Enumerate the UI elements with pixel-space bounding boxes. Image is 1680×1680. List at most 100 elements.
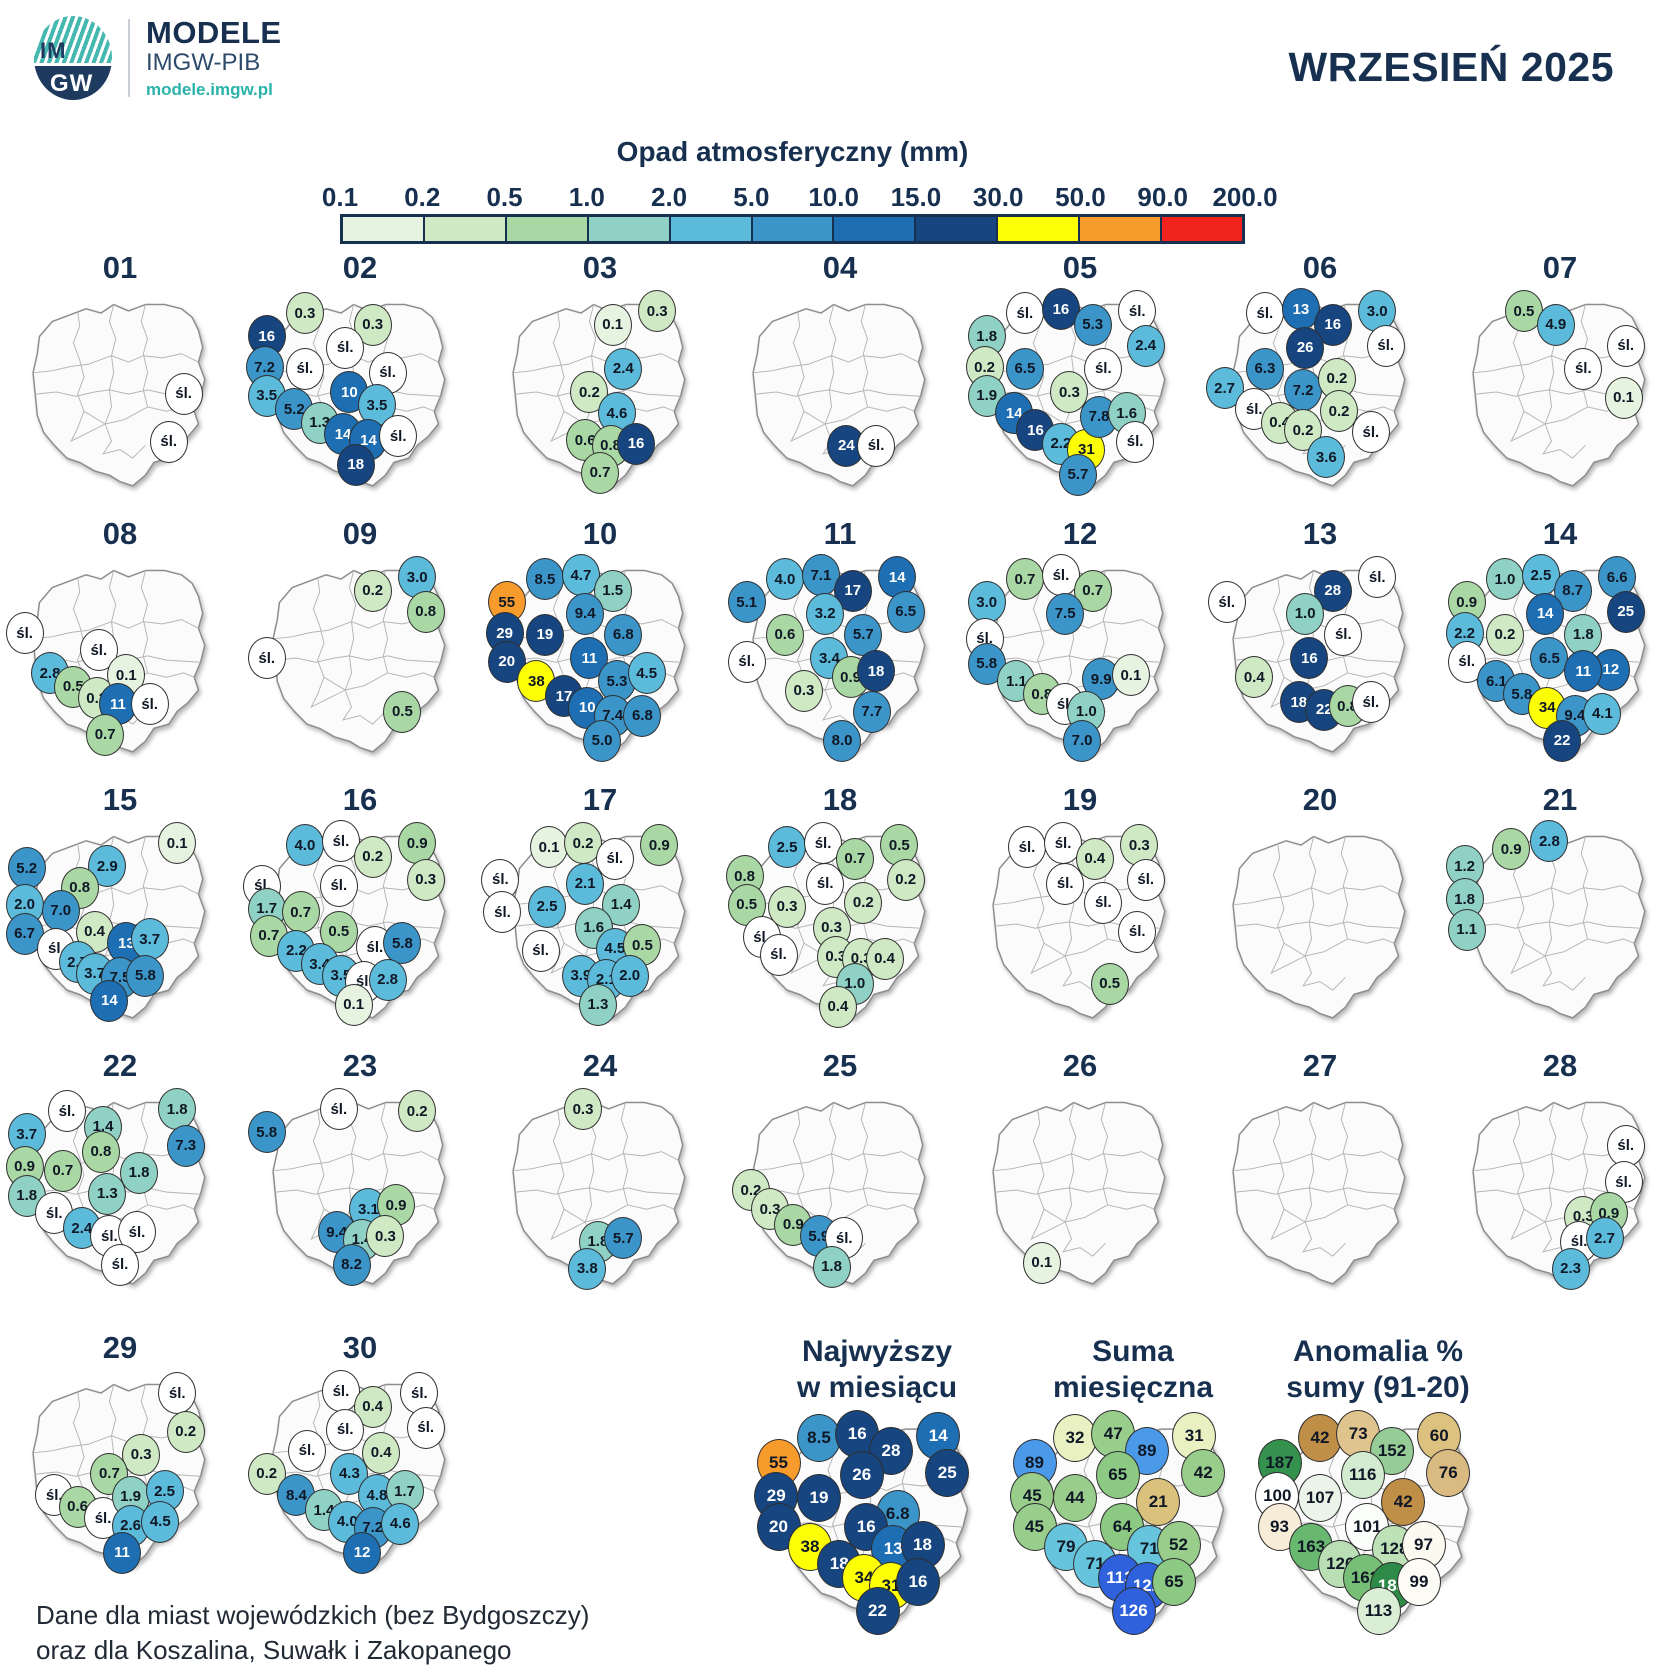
value-bubble: 0.8 [81, 1130, 120, 1173]
value-bubble: 28 [1313, 569, 1352, 612]
value-bubble: śl. [48, 1090, 86, 1133]
value-bubble: 4.6 [381, 1502, 420, 1545]
map-day-label: 27 [1302, 1048, 1338, 1083]
value-bubble: śl. [1008, 826, 1046, 869]
value-bubble: śl. [101, 1243, 139, 1286]
value-bubble: 1.6 [574, 906, 613, 949]
value-bubble: 7.3 [166, 1124, 205, 1167]
scale-segment [752, 217, 835, 241]
value-bubble: śl. [288, 1429, 326, 1472]
value-bubble: śl. [1351, 681, 1390, 724]
value-bubble: 0.7 [835, 837, 874, 880]
value-bubble: 2.5 [768, 826, 806, 869]
value-bubble: śl. [37, 927, 76, 970]
value-bubble: 6.8 [623, 694, 662, 737]
value-bubble: 8.0 [823, 719, 862, 762]
value-bubble: 0.4 [865, 937, 904, 980]
map-day-label: 14 [1542, 516, 1578, 551]
value-bubble: 0.1 [593, 303, 632, 346]
color-scale-bar [340, 214, 1245, 244]
map-day-label: 18 [822, 782, 858, 817]
value-bubble: 5.7 [604, 1217, 643, 1259]
value-bubble: śl. [595, 837, 634, 880]
value-bubble: śl. [1084, 347, 1123, 390]
value-bubble: 16 [844, 1502, 889, 1551]
color-scale-ticks: 0.1 0.2 0.5 1.0 2.0 5.0 10.0 15.0 30.0 50.0 90.0 20… [322, 182, 1278, 214]
scale-tick-label: 30.0 [972, 182, 1024, 212]
scale-segment [916, 217, 999, 241]
poland-map: 0.3 16 0.3 śl. śl. śl. 7.2 10 3.5 5.2 1.3 3.5 14 14 śl… [245, 292, 466, 488]
value-bubble: 3.2 [806, 592, 845, 635]
value-bubble: 0.2 [886, 858, 925, 901]
value-bubble: 25 [925, 1449, 970, 1498]
value-bubble: 0.1 [1022, 1241, 1061, 1284]
value-bubble: śl. [727, 640, 766, 683]
value-bubble: 32 [1053, 1414, 1097, 1463]
value-bubble: 16 [1041, 288, 1080, 331]
map-day-label: 10 [582, 516, 618, 551]
value-bubble: 0.2 [1317, 357, 1356, 400]
value-bubble: 2.5 [145, 1470, 184, 1513]
summary-map-title: Anomalia % sumy (91-20) [1286, 1335, 1470, 1404]
poland-map: 0.9 1.0 2.5 8.7 6.6 25 14 2.2 0.2 1.8 śl. 6.5 12 6.1 5… [1445, 554, 1666, 762]
value-bubble: 0.2 [1284, 409, 1323, 452]
value-bubble: 19 [525, 613, 564, 656]
value-bubble: 0.1 [158, 822, 197, 865]
map-day-label: 29 [102, 1330, 138, 1365]
map-day-label: 16 [342, 782, 378, 817]
poland-map: śl. śl. 0.3 0.9 śl. 2.7 2.3 [1454, 1094, 1666, 1290]
value-bubble: śl. [319, 864, 358, 907]
value-bubble: śl. [1005, 292, 1044, 335]
value-bubble: 152 [1370, 1426, 1414, 1475]
scale-tick-label: 90.0 [1137, 182, 1189, 212]
scale-segment [343, 217, 425, 241]
value-bubble: 8.5 [525, 558, 564, 601]
value-bubble: 16 [1313, 303, 1352, 346]
value-bubble: 0.3 [285, 292, 324, 335]
value-bubble: 42 [1381, 1478, 1426, 1526]
value-bubble: śl. [5, 612, 44, 655]
value-bubble: 16 [896, 1557, 940, 1606]
poland-map: śl. śl. [14, 296, 226, 488]
value-bubble: śl. [326, 1408, 365, 1451]
value-bubble: śl. [1564, 347, 1603, 390]
map-day-label: 23 [342, 1048, 378, 1083]
logo-divider [128, 19, 130, 97]
scale-segment [1080, 217, 1163, 241]
value-bubble: 18 [336, 443, 375, 486]
value-bubble: 0.3 [638, 290, 677, 333]
scale-tick-label: 15.0 [890, 182, 942, 212]
scale-segment [834, 217, 917, 241]
poland-map: 5.8 śl. 0.2 3.1 0.9 9.4 1.4 0.3 8.2 [247, 1088, 466, 1286]
scale-segment [506, 217, 589, 241]
value-bubble: 26 [1286, 326, 1325, 369]
value-bubble: 1.1 [1447, 908, 1486, 951]
scale-segment [998, 217, 1081, 241]
summary-map-title: Suma miesięczna [1052, 1335, 1214, 1404]
poland-map: 24 śl. [734, 296, 946, 488]
value-bubble: 25 [1606, 590, 1645, 633]
value-bubble: 22 [855, 1586, 900, 1635]
value-bubble: 0.2 [564, 822, 603, 865]
poland-map: śl. śl. 2.8 0.5 0.2 0.1 11 śl. 0.7 [5, 562, 226, 756]
value-bubble: 1.7 [385, 1470, 424, 1513]
page-title: WRZESIEŃ 2025 [1288, 44, 1614, 90]
value-bubble: 0.1 [1111, 654, 1150, 697]
map-day-label: 01 [102, 250, 138, 285]
poland-map: śl. 16 5.3 śl. 2.4 1.8 0.2 6.5 1.9 śl. 0.3 14 16 2.2 3… [965, 288, 1186, 496]
value-bubble: 9.4 [566, 592, 605, 635]
value-bubble: 8.2 [332, 1243, 371, 1286]
poland-map: 0.8 2.5 śl. 0.7 0.5 0.2 śl. 0.5 0.3 śl. śl. 0.3 0.2 0… [725, 822, 946, 1028]
value-bubble: 2.7 [1205, 367, 1244, 410]
value-bubble: 5.8 [126, 954, 165, 997]
value-bubble: 65 [1095, 1451, 1140, 1500]
value-bubble: śl. [1126, 858, 1165, 901]
value-bubble: 0.2 [1320, 390, 1359, 433]
value-bubble: 0.2 [844, 881, 883, 924]
poland-map: 0.9 2.8 1.2 1.8 1.1 [1445, 820, 1666, 1020]
value-bubble: 8.7 [1553, 569, 1592, 612]
value-bubble: 0.5 [1090, 962, 1129, 1005]
value-bubble: 3.6 [1307, 436, 1346, 479]
value-bubble: 14 [1526, 592, 1565, 635]
value-bubble: 21 [1136, 1478, 1181, 1526]
